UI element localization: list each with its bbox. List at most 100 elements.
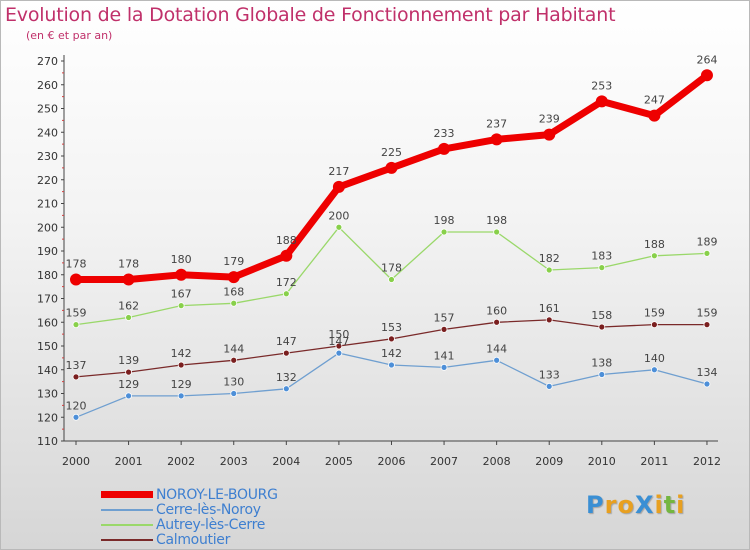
legend-item-cerre: Cerre-lès-Noroy	[101, 501, 278, 518]
data-point	[332, 180, 345, 193]
data-point	[70, 273, 82, 286]
data-point	[177, 302, 185, 310]
chart-title: Evolution de la Dotation Globale de Fonc…	[5, 4, 616, 26]
data-label: 198	[486, 214, 507, 227]
legend-swatch-noroy	[101, 491, 153, 498]
legend-label-noroy: NOROY-LE-BOURG	[156, 486, 278, 503]
data-label: 225	[381, 146, 402, 159]
data-point	[598, 323, 606, 331]
data-label: 253	[591, 79, 612, 92]
data-label: 144	[223, 342, 244, 355]
y-tick-label: 230	[37, 150, 58, 163]
data-point	[700, 69, 713, 82]
data-label: 129	[118, 378, 139, 391]
data-point	[385, 161, 398, 174]
data-point	[72, 321, 80, 329]
data-label: 133	[539, 368, 560, 381]
y-tick-label: 260	[37, 79, 58, 92]
logo-letter: P	[586, 491, 605, 519]
data-label: 180	[171, 253, 192, 266]
data-label: 264	[696, 53, 717, 66]
data-label: 167	[171, 288, 192, 301]
data-point	[650, 321, 658, 329]
data-point	[335, 349, 343, 357]
data-point	[650, 252, 658, 260]
data-point	[230, 390, 238, 397]
legend-label-calmoutier: Calmoutier	[156, 531, 231, 548]
data-point	[335, 342, 343, 350]
chart-subtitle: (en € et par an)	[26, 29, 113, 42]
data-label: 189	[696, 235, 717, 248]
data-point	[493, 228, 501, 236]
x-tick-label: 2005	[325, 455, 353, 468]
data-label: 200	[328, 209, 349, 222]
data-point	[72, 373, 80, 381]
data-point	[648, 109, 661, 122]
x-tick-label: 2006	[377, 455, 405, 468]
data-point	[72, 413, 80, 421]
data-label: 217	[328, 165, 349, 178]
y-tick-label: 200	[37, 221, 58, 234]
data-point	[175, 268, 188, 281]
legend-item-autrey: Autrey-lès-Cerre	[101, 517, 278, 533]
data-label: 150	[328, 328, 349, 341]
x-tick-label: 2004	[272, 455, 300, 468]
data-label: 142	[171, 347, 192, 360]
x-tick-label: 2003	[220, 455, 248, 468]
data-label: 159	[696, 307, 717, 320]
data-label: 178	[381, 262, 402, 275]
axes: 110 120 130 140 150 160 170 180 190 200 210 220 230 2…	[37, 55, 721, 468]
data-point	[650, 366, 658, 374]
data-label: 140	[644, 352, 665, 365]
legend-item-calmoutier: Calmoutier	[101, 531, 278, 548]
logo-letter: o	[617, 491, 635, 519]
data-label: 142	[381, 347, 402, 360]
data-point	[493, 356, 501, 364]
y-tick-label: 220	[37, 174, 58, 187]
x-tick-label: 2002	[167, 455, 195, 468]
logo-letter: t	[663, 491, 677, 519]
data-label: 120	[66, 399, 87, 412]
data-label: 157	[434, 311, 455, 324]
data-label: 188	[644, 238, 665, 251]
x-tick-label: 2010	[588, 455, 616, 468]
data-label: 129	[171, 378, 192, 391]
y-tick-label: 130	[37, 388, 58, 401]
data-point	[335, 223, 343, 231]
data-label: 247	[644, 94, 665, 107]
data-point	[227, 271, 240, 284]
data-point	[440, 325, 448, 333]
data-point	[280, 249, 293, 262]
y-tick-label: 190	[37, 245, 58, 258]
data-label: 137	[66, 359, 87, 372]
x-tick-label: 2007	[430, 455, 458, 468]
data-label: 139	[118, 354, 139, 367]
legend-swatch-cerre	[101, 508, 153, 511]
data-point	[230, 299, 238, 307]
data-label: 130	[223, 376, 244, 389]
data-label: 160	[486, 304, 507, 317]
data-label: 159	[66, 307, 87, 320]
data-label: 134	[696, 366, 717, 379]
y-tick-label: 120	[37, 411, 58, 424]
data-point	[703, 380, 711, 388]
x-tick-label: 2000	[62, 455, 90, 468]
y-tick-label: 160	[37, 316, 58, 329]
legend-label-cerre: Cerre-lès-Noroy	[156, 501, 261, 518]
data-point	[282, 385, 290, 393]
data-point	[177, 361, 185, 369]
data-label: 182	[539, 252, 560, 265]
data-label: 233	[434, 127, 455, 140]
data-point	[125, 368, 132, 376]
y-tick-label: 270	[37, 55, 58, 68]
data-point	[440, 228, 448, 236]
data-point	[493, 318, 501, 326]
y-tick-label: 250	[37, 103, 58, 116]
data-point	[282, 349, 290, 357]
y-tick-label: 150	[37, 340, 58, 353]
data-label: 144	[486, 342, 507, 355]
data-label: 178	[66, 258, 87, 271]
y-tick-label: 180	[37, 269, 58, 282]
data-label: 237	[486, 117, 507, 130]
